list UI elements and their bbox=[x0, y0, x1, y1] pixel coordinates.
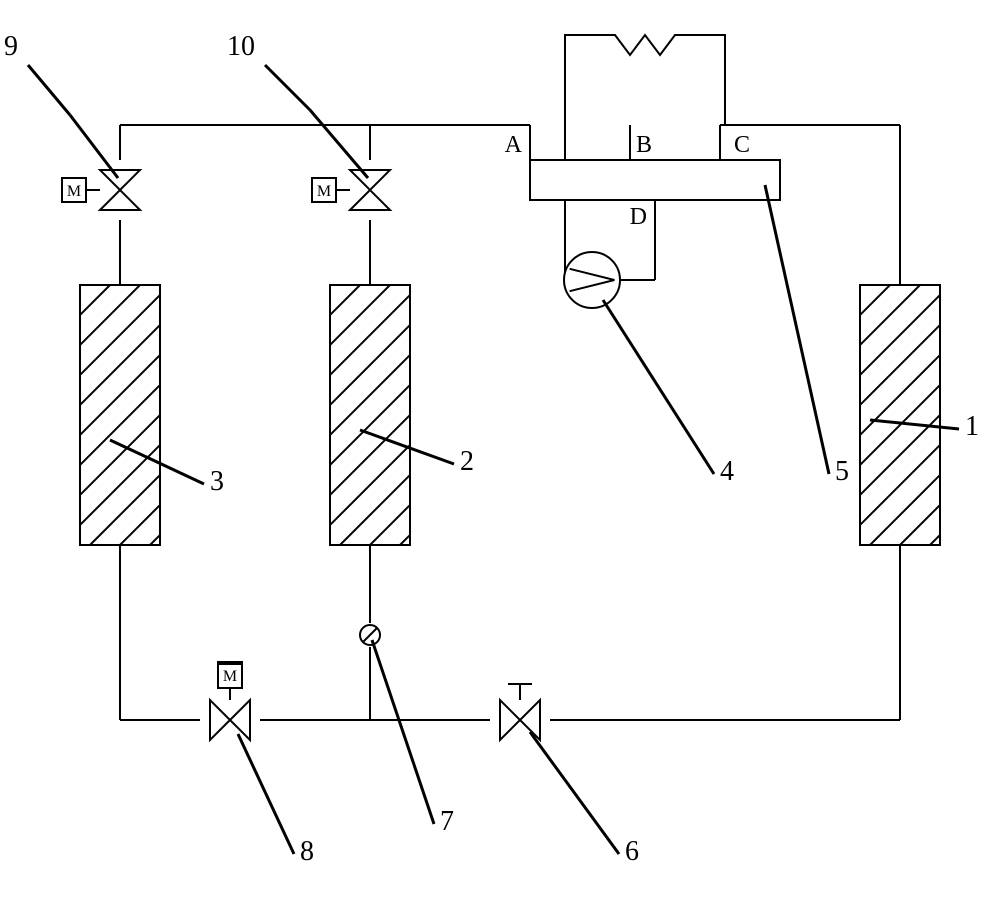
label-9: 9 bbox=[4, 31, 18, 62]
heat-exchanger-3 bbox=[0, 285, 650, 545]
piping bbox=[120, 125, 900, 720]
svg-text:A: A bbox=[505, 132, 523, 158]
label-5: 5 bbox=[835, 456, 849, 487]
svg-text:D: D bbox=[630, 204, 647, 230]
label-1: 1 bbox=[965, 411, 979, 442]
heat-exchanger-2 bbox=[70, 285, 900, 545]
label-7: 7 bbox=[440, 806, 454, 837]
svg-text:M: M bbox=[317, 183, 331, 200]
svg-text:C: C bbox=[734, 132, 750, 158]
label-3: 3 bbox=[210, 466, 224, 497]
valve-10: M bbox=[312, 168, 392, 212]
label-2: 2 bbox=[460, 446, 474, 477]
heat-exchanger-1 bbox=[600, 285, 1000, 545]
svg-text:B: B bbox=[636, 132, 652, 158]
label-6: 6 bbox=[625, 836, 639, 867]
four-way-valve bbox=[530, 35, 780, 200]
label-10: 10 bbox=[227, 31, 255, 62]
valve-9: M bbox=[62, 168, 142, 212]
svg-text:M: M bbox=[223, 668, 237, 685]
svg-text:M: M bbox=[67, 183, 81, 200]
label-4: 4 bbox=[720, 456, 734, 487]
label-8: 8 bbox=[300, 836, 314, 867]
compressor bbox=[564, 252, 620, 308]
